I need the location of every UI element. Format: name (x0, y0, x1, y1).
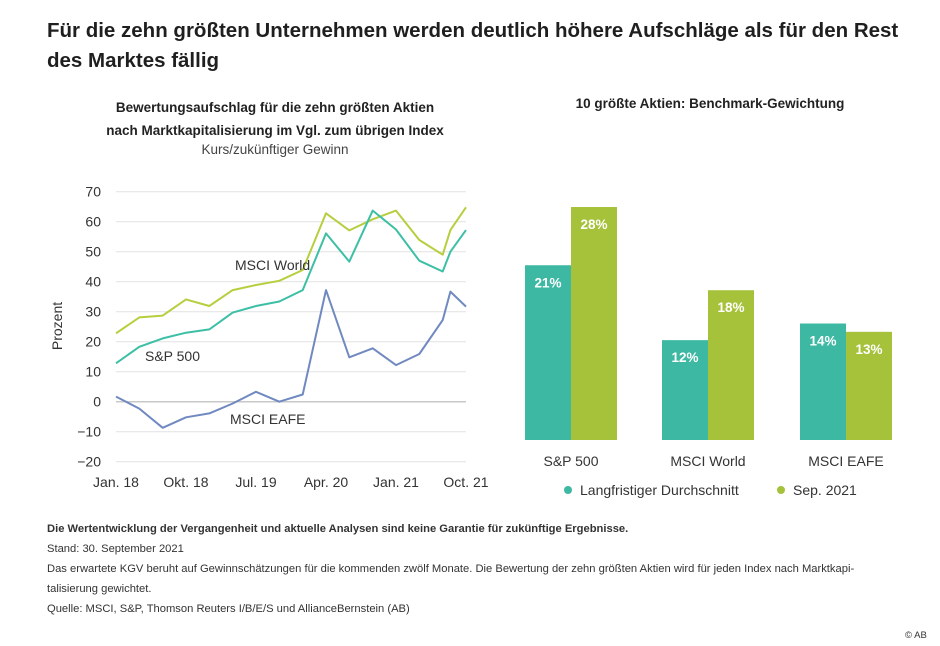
series-line-s-p-500 (115, 209, 467, 365)
y-tick-label: −20 (77, 454, 101, 470)
y-tick-label: 40 (85, 274, 101, 290)
bar-data-label: 21% (534, 275, 561, 290)
bar-data-label: 14% (809, 334, 836, 349)
main-title: Für die zehn größten Unternehmen werden … (47, 19, 899, 72)
y-tick-label: 50 (85, 244, 101, 260)
y-tick-label: 30 (85, 304, 101, 320)
bar-data-label: 28% (580, 217, 607, 232)
y-tick-label: 20 (85, 334, 101, 350)
source-note: Quelle: MSCI, S&P, Thomson Reuters I/B/E… (47, 603, 410, 615)
x-tick-label: Oct. 21 (443, 474, 488, 490)
disclaimer: Die Wertentwicklung der Vergangenheit un… (47, 523, 629, 535)
y-tick-label: 0 (93, 394, 101, 410)
bar (662, 340, 708, 440)
bar-data-label: 18% (717, 300, 744, 315)
bar (708, 290, 754, 440)
stand-date: Stand: 30. September 2021 (47, 543, 184, 555)
x-tick-label: Jan. 21 (373, 474, 419, 490)
line-chart-title-line2: nach Marktkapitalisierung im Vgl. zum üb… (106, 123, 444, 138)
bar-data-label: 13% (855, 342, 882, 357)
series-line-msci-eafe (115, 289, 467, 429)
series-line-msci-world (115, 206, 467, 335)
category-label: S&P 500 (543, 453, 598, 469)
legend-label: Langfristiger Durchschnitt (580, 482, 739, 498)
line-chart-title: Bewertungsaufschlag für die zehn größten… (60, 96, 490, 142)
x-tick-label: Jul. 19 (235, 474, 276, 490)
line-chart-title-line1: Bewertungsaufschlag für die zehn größten… (115, 100, 435, 115)
x-tick-label: Apr. 20 (304, 474, 349, 490)
bar-data-label: 12% (671, 350, 698, 365)
y-axis-label: Prozent (49, 302, 65, 350)
legend-marker (564, 486, 572, 494)
y-tick-label: 60 (85, 214, 101, 230)
bar (571, 207, 617, 440)
kgv-note-line2: talisierung gewichtet. (47, 583, 152, 595)
bar (800, 323, 846, 440)
bar (846, 331, 892, 440)
bar (525, 265, 571, 440)
legend-label: Sep. 2021 (793, 482, 857, 498)
y-tick-label: −10 (77, 424, 101, 440)
series-label: MSCI World (235, 257, 310, 273)
copyright: © AB (905, 630, 927, 641)
y-tick-label: 70 (85, 184, 101, 200)
line-chart-subtitle: Kurs/zukünftiger Gewinn (201, 142, 349, 157)
y-tick-label: 10 (85, 364, 101, 380)
series-label: S&P 500 (145, 348, 200, 364)
bar-chart-title: 10 größte Aktien: Benchmark-Gewichtung (575, 96, 845, 111)
series-label: MSCI EAFE (230, 411, 305, 427)
kgv-note-line1: Das erwartete KGV beruht auf Gewinnschät… (47, 563, 855, 575)
x-tick-label: Okt. 18 (163, 474, 208, 490)
category-label: MSCI EAFE (808, 453, 883, 469)
legend-marker (777, 486, 785, 494)
x-tick-label: Jan. 18 (93, 474, 139, 490)
category-label: MSCI World (670, 453, 745, 469)
